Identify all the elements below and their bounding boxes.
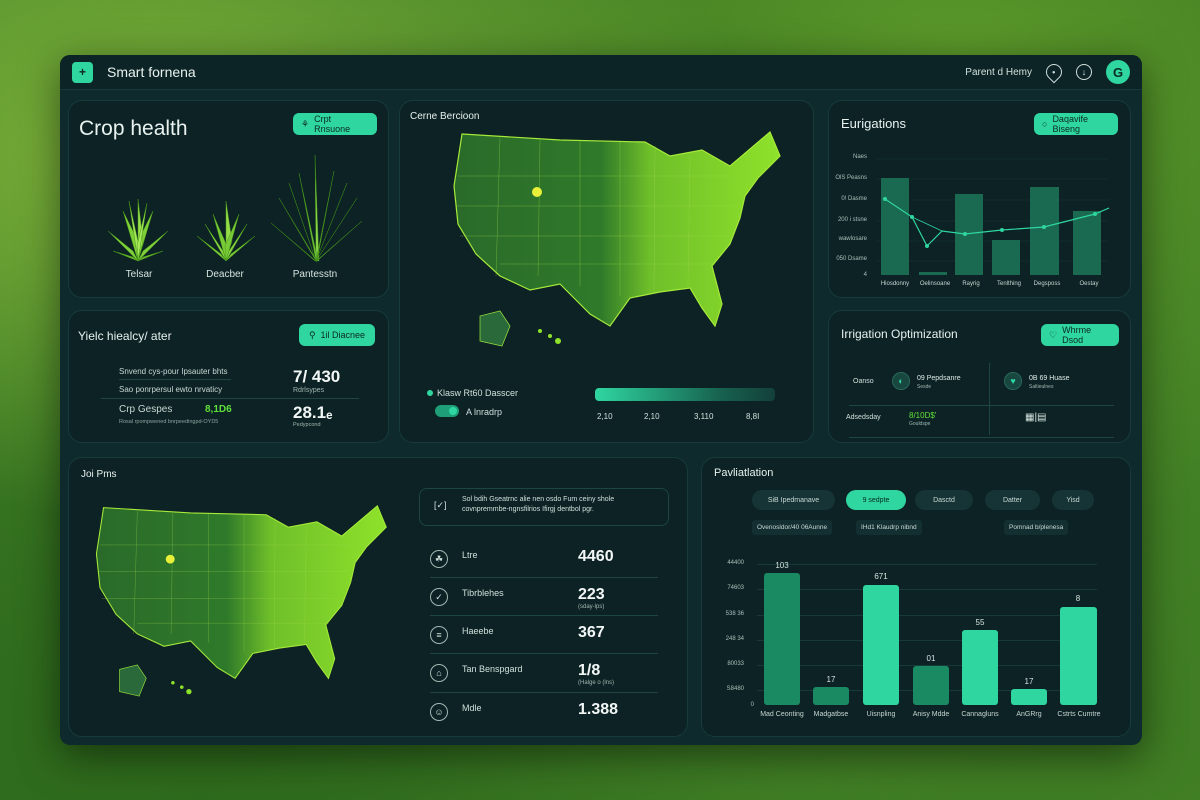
drop-icon: ♥	[1004, 372, 1022, 390]
plant-icon	[103, 191, 173, 263]
download-icon[interactable]: ↓	[1076, 64, 1092, 80]
avatar[interactable]: G	[1106, 60, 1130, 84]
crop-health-card: Crop health ⚘ Crpt Rnsuone Telsar	[68, 100, 389, 298]
app-title: Smart fornena	[107, 64, 196, 80]
building-icon: ⌂	[430, 664, 448, 682]
circle-icon: ○	[1042, 119, 1047, 129]
sprout-icon: ⚲	[309, 330, 316, 341]
us-map-bottom[interactable]	[84, 498, 404, 703]
filter-tag[interactable]: IHd1 Klaudrp nibnd	[856, 520, 922, 535]
yield-stat-value: 7/ 430	[293, 367, 340, 387]
legend-dot-icon	[427, 390, 433, 396]
prediction-card: Pavliatlation SiB Ipedmanave 9 sedpte Da…	[701, 457, 1131, 737]
info-icon: [✓]	[434, 500, 447, 511]
yield-stat-value: 28.1ₑ	[293, 403, 332, 423]
map-card: Cerne Bercioon Klasw Rt60 Dasscer A lnra…	[399, 100, 814, 443]
leaf-icon: ⚘	[301, 119, 309, 130]
user-name[interactable]: Parent d Hemy	[965, 67, 1032, 78]
irrigations-chart	[877, 156, 1109, 278]
scale-label: 8,8I⁲	[746, 412, 759, 421]
map-marker[interactable]	[532, 187, 542, 197]
yield-row: Crp Gespes	[119, 404, 172, 415]
alaska-shape	[480, 311, 510, 346]
scale-label: 2,10	[597, 412, 613, 421]
filter-tag[interactable]: Ovenosldor/40 06Aunne	[752, 520, 832, 535]
plant-icon	[193, 196, 259, 263]
stack-icon: ≡	[430, 626, 448, 644]
yield-stat-sub: Pedypcond	[293, 422, 321, 428]
stat-row[interactable]: ☺ Mdle 1.388	[430, 703, 658, 741]
map-title: Cerne Bercioon	[410, 111, 479, 122]
chart-bar[interactable]	[962, 630, 998, 705]
chart-bar[interactable]	[1011, 689, 1047, 705]
plant-label: Telsar	[99, 269, 179, 280]
layer-toggle[interactable]	[435, 405, 459, 417]
irrigations-button[interactable]: ○ Daqavife Biseng	[1034, 113, 1118, 135]
yield-button[interactable]: ⚲ 1il Diacnee	[299, 324, 375, 346]
crop-value: 8,1D6	[205, 404, 232, 415]
stat-row[interactable]: ⌂ Tan Benspgard 1/8 (Halge o (lns)	[430, 664, 658, 702]
filter-tag[interactable]: Pomnad b/plenesa	[1004, 520, 1068, 535]
stat-row[interactable]: ≡ Haeebe 367	[430, 626, 658, 664]
filter-chip[interactable]: Dasctd	[915, 490, 973, 510]
irrigation-optimization-card: Irrigation Optimization ♡ Whrme Dsod Oan…	[828, 310, 1131, 443]
filter-chip[interactable]: Datter	[985, 490, 1040, 510]
divider	[119, 379, 231, 380]
yield-card: Yielc hiealcy/ ater ⚲ 1il Diacnee Snvend…	[68, 310, 389, 443]
location-pin-icon[interactable]: •	[1043, 61, 1066, 84]
chart-bar[interactable]	[764, 573, 800, 705]
map-marker[interactable]	[166, 555, 175, 564]
chart-bar[interactable]	[913, 666, 949, 705]
irrigations-title: Eurigations	[841, 116, 906, 131]
gauge-icon: ◐	[892, 372, 910, 390]
prediction-title: Pavliatlation	[714, 467, 773, 479]
scale-label: 3,110	[694, 412, 713, 421]
filter-chip-active[interactable]: 9 sedpte	[846, 490, 906, 510]
filter-chip[interactable]: Yisd	[1052, 490, 1094, 510]
stat-row[interactable]: ✓ Tibrblehes 223 (sday-lps)	[430, 588, 658, 626]
chart-bar[interactable]	[1060, 607, 1097, 705]
yield-row: Sao ponrpersul ewto nrvaticy	[119, 385, 222, 394]
toggle-label: A lnradrp	[466, 407, 502, 417]
stat-row[interactable]: ☘ Ltre 4460	[430, 550, 658, 588]
us-map[interactable]	[440, 126, 800, 351]
crop-health-button[interactable]: ⚘ Crpt Rnsuone	[293, 113, 377, 135]
divider	[101, 398, 359, 399]
yield-row: Rosal rpompwened bnrpeedingpd-OYD5	[119, 419, 218, 425]
optimization-title: Irrigation Optimization	[841, 327, 958, 341]
heart-icon: ♡	[1049, 330, 1057, 341]
grid-icon: ▦|▤	[1025, 412, 1047, 423]
chart-bar[interactable]	[863, 585, 899, 705]
yield-title: Yielc hiealcy/ ater	[78, 329, 172, 343]
title-bar: + Smart fornena Parent d Hemy • ↓ G	[60, 55, 1142, 90]
person-icon: ☺	[430, 703, 448, 721]
plant-label: Deacber	[185, 269, 265, 280]
scale-gradient-bar	[595, 388, 775, 401]
irrigations-card: Eurigations ○ Daqavife Biseng Naes OlS P…	[828, 100, 1131, 298]
yield-stat-sub: Rdrlsypes	[293, 387, 324, 394]
yield-row: Snvend cys-pour Ipsauter bhts	[119, 367, 228, 376]
plant-label: Pantesstn	[275, 269, 355, 280]
crop-health-title: Crop health	[79, 117, 188, 141]
optimization-button[interactable]: ♡ Whrme Dsod	[1041, 324, 1119, 346]
plant-icon	[269, 153, 364, 263]
scale-label: 2,10⁲	[644, 412, 660, 421]
divider	[989, 363, 990, 435]
leaf-badge-icon: ☘	[430, 550, 448, 568]
info-note: [✓] Sol bdih Gseatrnc alie nen osdo Fum …	[419, 488, 669, 526]
check-icon: ✓	[430, 588, 448, 606]
chart-bar[interactable]	[813, 687, 849, 705]
app-logo-icon: +	[72, 62, 93, 83]
region-title: Joi Pms	[81, 469, 117, 480]
filter-chip[interactable]: SiB Ipedmanave	[752, 490, 835, 510]
map-legend: Klasw Rt60 Dasscer	[427, 388, 518, 398]
